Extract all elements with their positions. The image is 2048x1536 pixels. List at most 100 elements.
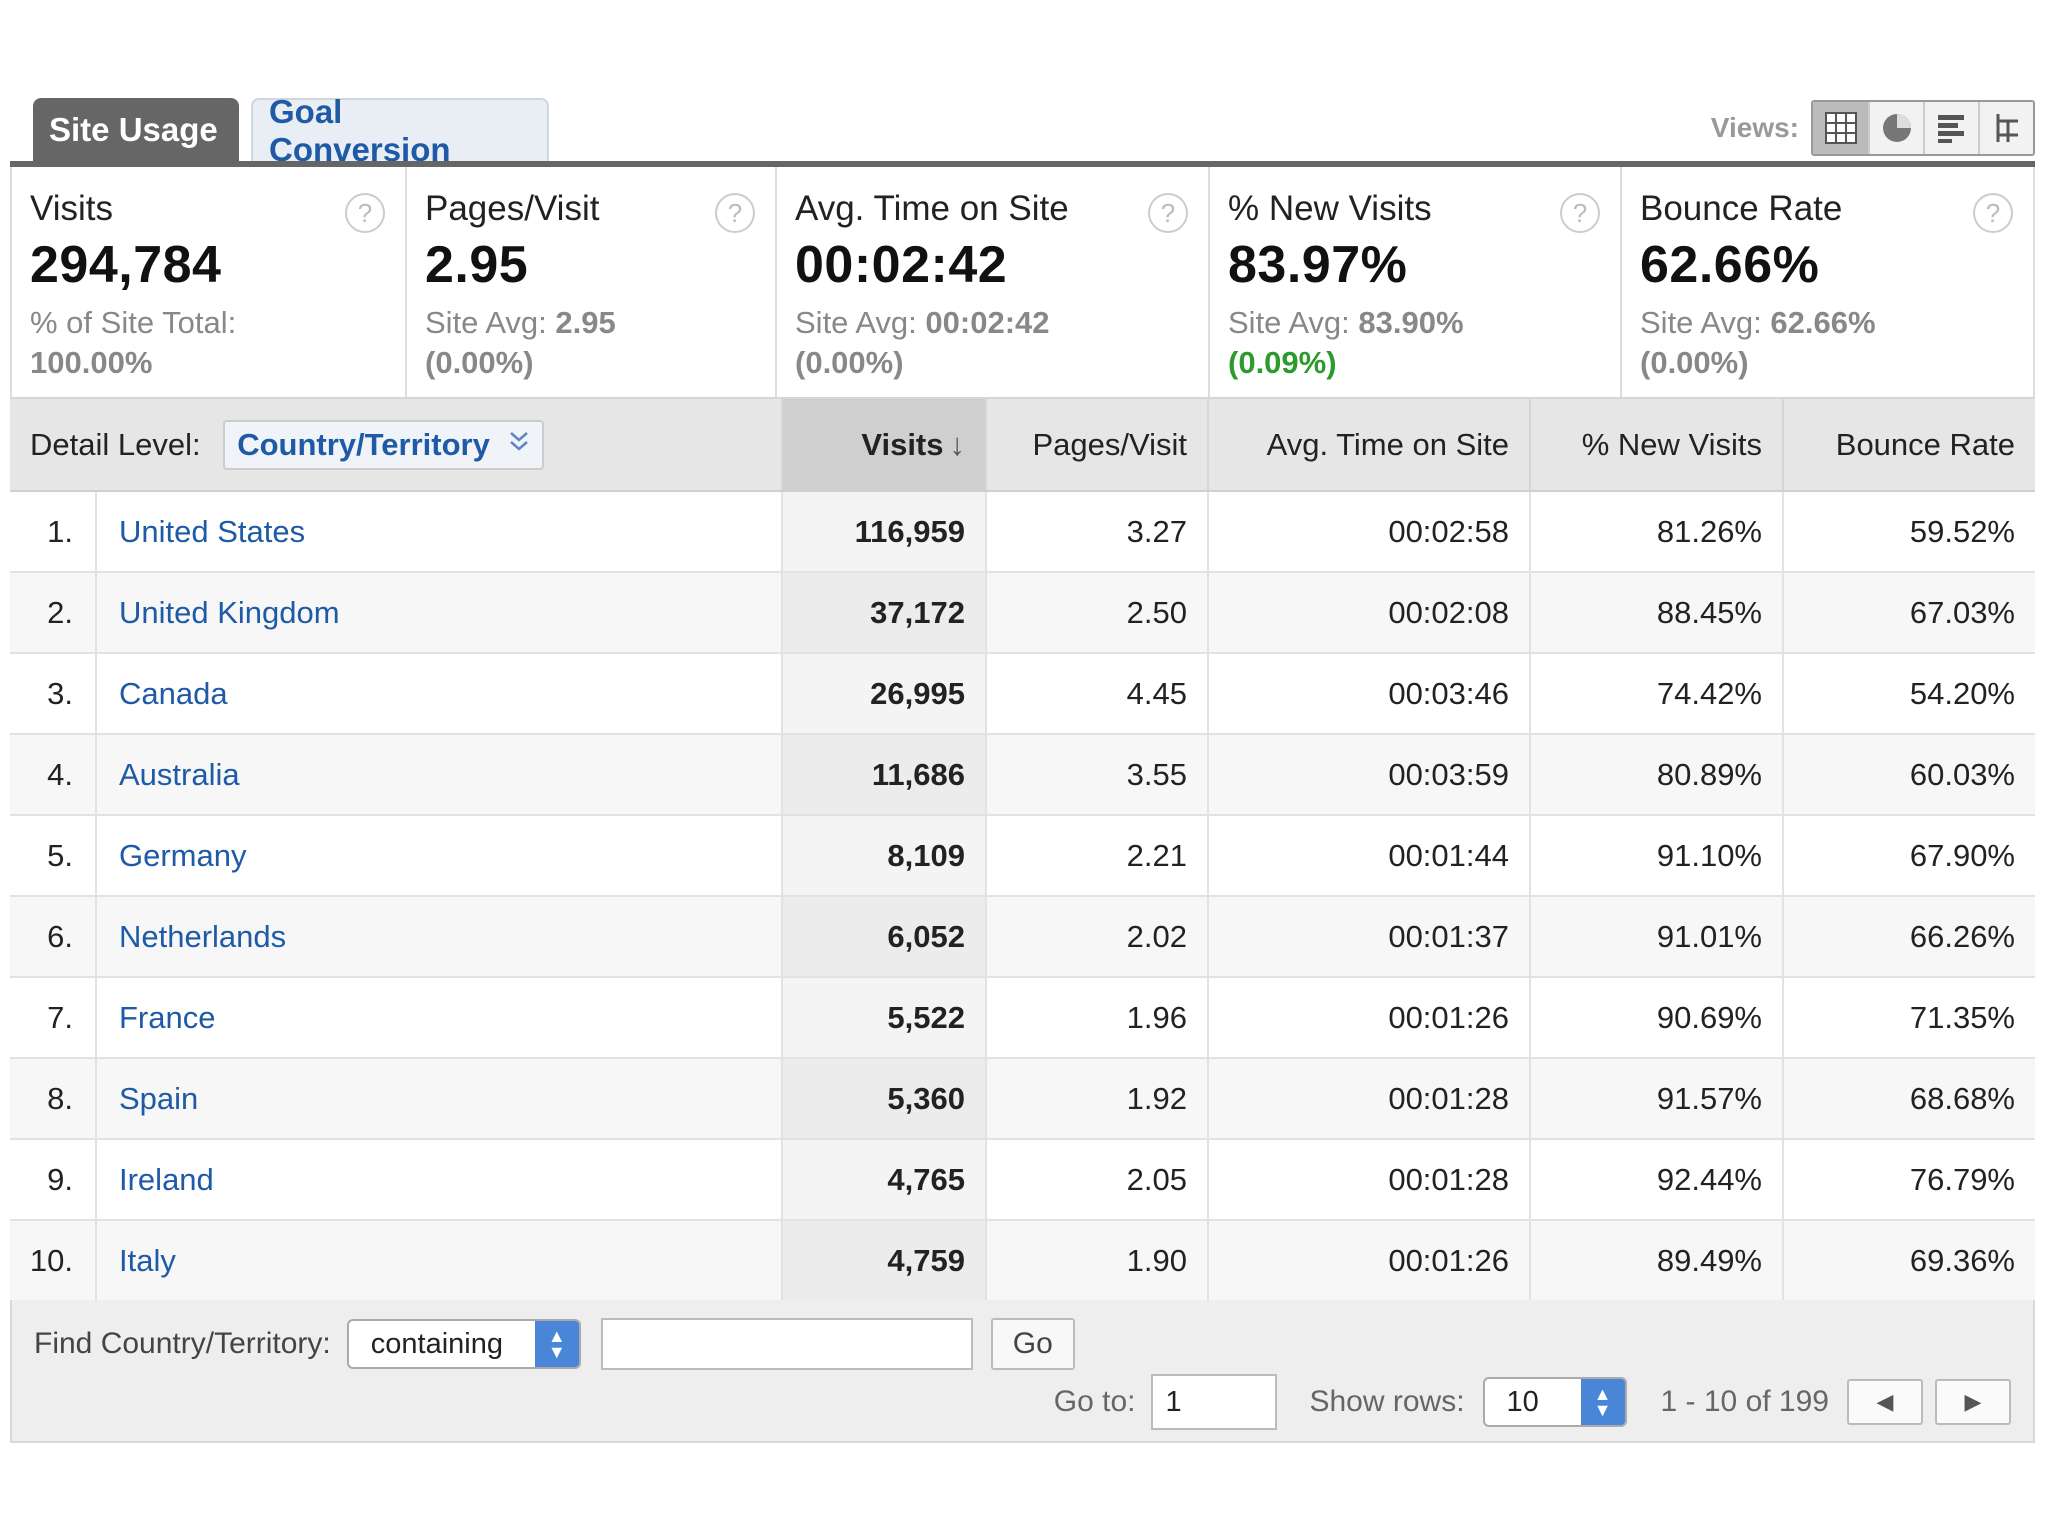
table-row: 1. United States 116,959 3.27 00:02:58 81.26%… [10, 491, 2035, 573]
new-visits-cell: 88.45% [1529, 572, 1783, 654]
go-button[interactable]: Go [990, 1318, 1075, 1370]
help-icon[interactable]: ? [1973, 193, 2013, 233]
visits-cell: 11,686 [781, 734, 986, 816]
detail-level-dropdown[interactable]: Country/Territory [223, 419, 544, 470]
site-avg-delta: (0.00%) [795, 345, 904, 380]
scorecard-value: 00:02:42 [795, 236, 1008, 294]
country-table: Detail Level: Country/Territory Visits ↓ … [10, 397, 2035, 1302]
table-view-icon[interactable] [1813, 102, 1868, 154]
tab-site-usage[interactable]: Site Usage [33, 98, 239, 161]
new-visits-cell: 74.42% [1529, 653, 1783, 735]
match-mode-value: containing [370, 1327, 503, 1360]
bar-view-icon[interactable] [1923, 102, 1978, 154]
avg-time-cell: 00:01:26 [1207, 977, 1530, 1059]
pie-view-icon[interactable] [1868, 102, 1923, 154]
scorecard-title: Bounce Rate [1640, 189, 1843, 228]
row-rank: 8. [10, 1058, 96, 1140]
new-visits-cell: 91.10% [1529, 815, 1783, 897]
row-rank: 9. [10, 1139, 96, 1221]
scorecard-pages-visit: Pages/Visit 2.95 Site Avg: 2.95 (0.00%) … [407, 167, 777, 397]
site-avg-value: 2.95 [555, 305, 616, 340]
country-link[interactable]: France [95, 977, 782, 1059]
goto-input[interactable] [1151, 1374, 1278, 1430]
table-row: 9. Ireland 4,765 2.05 00:01:28 92.44% 76.79% [10, 1139, 2035, 1221]
pages-visit-cell: 3.55 [985, 734, 1208, 816]
bounce-rate-cell: 67.03% [1782, 572, 2035, 654]
country-link[interactable]: Spain [95, 1058, 782, 1140]
column-header-visits[interactable]: Visits ↓ [781, 397, 986, 492]
scorecard-visits: Visits 294,784 % of Site Total: 100.00% … [12, 167, 407, 397]
prev-page-icon[interactable]: ◀ [1847, 1379, 1923, 1425]
match-mode-select[interactable]: containing ▲ ▼ [346, 1319, 581, 1369]
country-link[interactable]: Germany [95, 815, 782, 897]
table-row: 2. United Kingdom 37,172 2.50 00:02:08 88.45%… [10, 572, 2035, 654]
country-link[interactable]: Australia [95, 734, 782, 816]
scorecard-value: 2.95 [425, 236, 529, 294]
help-icon[interactable]: ? [1560, 193, 1600, 233]
pages-visit-cell: 1.96 [985, 977, 1208, 1059]
country-link[interactable]: Italy [95, 1220, 782, 1302]
visits-cell: 4,765 [781, 1139, 986, 1221]
column-header-new-visits[interactable]: % New Visits [1529, 397, 1783, 492]
chevron-down-icon [508, 428, 530, 461]
avg-time-cell: 00:02:08 [1207, 572, 1530, 654]
site-avg-delta: (0.00%) [425, 345, 534, 380]
avg-time-cell: 00:03:46 [1207, 653, 1530, 735]
bounce-rate-cell: 60.03% [1782, 734, 2035, 816]
new-visits-cell: 80.89% [1529, 734, 1783, 816]
bounce-rate-cell: 71.35% [1782, 977, 2035, 1059]
site-avg-label: Site Avg: [425, 305, 556, 340]
show-rows-select[interactable]: 10 ▲ ▼ [1482, 1377, 1627, 1427]
table-row: 6. Netherlands 6,052 2.02 00:01:37 91.01% 66.2… [10, 896, 2035, 978]
new-visits-cell: 92.44% [1529, 1139, 1783, 1221]
show-rows-label: Show rows: [1309, 1385, 1465, 1418]
new-visits-cell: 91.57% [1529, 1058, 1783, 1140]
country-link[interactable]: United Kingdom [95, 572, 782, 654]
scorecard-avg-time: Avg. Time on Site 00:02:42 Site Avg: 00:… [777, 167, 1210, 397]
avg-time-cell: 00:01:26 [1207, 1220, 1530, 1302]
pages-visit-cell: 1.90 [985, 1220, 1208, 1302]
column-header-bounce-rate[interactable]: Bounce Rate [1782, 397, 2035, 492]
column-label: Visits [861, 426, 944, 462]
table-row: 3. Canada 26,995 4.45 00:03:46 74.42% 54.20% [10, 653, 2035, 735]
help-icon[interactable]: ? [345, 193, 385, 233]
country-link[interactable]: Netherlands [95, 896, 782, 978]
tab-underline [10, 161, 2035, 167]
views-label: Views: [1710, 112, 1799, 143]
row-rank: 2. [10, 572, 96, 654]
table-body: 1. United States 116,959 3.27 00:02:58 81.26%… [10, 491, 2035, 1302]
scorecard-sub: % of Site Total: 100.00% [30, 303, 405, 383]
tab-goal-conversion[interactable]: Goal Conversion [251, 93, 549, 168]
scorecard-bounce-rate: Bounce Rate 62.66% Site Avg: 62.66% (0.0… [1622, 167, 2033, 397]
table-row: 8. Spain 5,360 1.92 00:01:28 91.57% 68.68% [10, 1058, 2035, 1140]
next-page-icon[interactable]: ▶ [1935, 1379, 2011, 1425]
row-rank: 6. [10, 896, 96, 978]
pivot-view-icon[interactable] [1978, 102, 2033, 154]
site-avg-label: Site Avg: [795, 305, 926, 340]
new-visits-cell: 81.26% [1529, 491, 1783, 573]
new-visits-cell: 89.49% [1529, 1220, 1783, 1302]
avg-time-cell: 00:03:59 [1207, 734, 1530, 816]
site-total-value: 100.00% [30, 345, 153, 380]
find-input[interactable] [600, 1318, 973, 1370]
row-rank: 7. [10, 977, 96, 1059]
country-link[interactable]: Ireland [95, 1139, 782, 1221]
view-buttons [1811, 100, 2035, 156]
avg-time-cell: 00:01:28 [1207, 1058, 1530, 1140]
avg-time-cell: 00:01:37 [1207, 896, 1530, 978]
column-header-avg-time[interactable]: Avg. Time on Site [1207, 397, 1530, 492]
show-rows-value: 10 [1506, 1385, 1539, 1418]
scorecard-value: 83.97% [1228, 236, 1408, 294]
page-range-text: 1 - 10 of 199 [1660, 1385, 1829, 1418]
spinner-icon: ▲ ▼ [534, 1321, 579, 1367]
column-header-pages-visit[interactable]: Pages/Visit [985, 397, 1208, 492]
country-link[interactable]: Canada [95, 653, 782, 735]
help-icon[interactable]: ? [715, 193, 755, 233]
country-link[interactable]: United States [95, 491, 782, 573]
report-tabs: Site Usage Goal Conversion [33, 93, 549, 168]
sort-descending-icon: ↓ [949, 426, 966, 462]
help-icon[interactable]: ? [1148, 193, 1188, 233]
row-rank: 1. [10, 491, 96, 573]
scorecard-title: Pages/Visit [425, 189, 600, 228]
pages-visit-cell: 1.92 [985, 1058, 1208, 1140]
